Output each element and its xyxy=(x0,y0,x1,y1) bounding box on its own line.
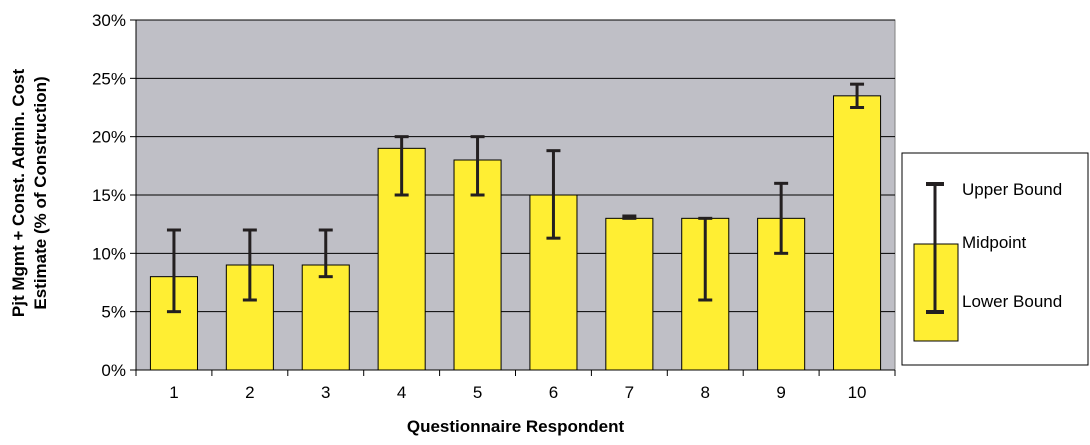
y-axis-title-line-1: Pjt Mgmt + Const. Admin. Cost xyxy=(9,69,28,318)
x-tick-label: 3 xyxy=(321,383,330,402)
legend-upper-bound-label: Upper Bound xyxy=(962,180,1062,199)
legend-midpoint-label: Midpoint xyxy=(962,233,1027,252)
y-axis-title: Pjt Mgmt + Const. Admin. Cost Estimate (… xyxy=(9,69,50,318)
x-tick-labels: 1 2 3 4 5 6 7 8 9 10 xyxy=(169,383,866,402)
axes xyxy=(130,19,896,376)
x-tick-label: 10 xyxy=(848,383,867,402)
x-tick-label: 4 xyxy=(397,383,406,402)
bar xyxy=(605,217,654,371)
y-tick-labels: 0% 5% 10% 15% 20% 25% 30% xyxy=(92,11,126,380)
x-tick-label: 9 xyxy=(776,383,785,402)
y-tick-label: 5% xyxy=(101,303,126,322)
y-tick-label: 0% xyxy=(101,361,126,380)
x-tick-label: 5 xyxy=(473,383,482,402)
x-tick-label: 8 xyxy=(701,383,710,402)
x-axis-title: Questionnaire Respondent xyxy=(407,417,625,436)
legend: Upper Bound Midpoint Lower Bound xyxy=(901,152,1089,366)
x-tick-label: 1 xyxy=(169,383,178,402)
y-tick-label: 25% xyxy=(92,69,126,88)
y-tick-label: 10% xyxy=(92,244,126,263)
y-tick-label: 15% xyxy=(92,186,126,205)
x-tick-label: 2 xyxy=(245,383,254,402)
error-bars xyxy=(166,82,865,314)
x-tick-label: 6 xyxy=(549,383,558,402)
y-tick-label: 30% xyxy=(92,11,126,30)
legend-lower-bound-label: Lower Bound xyxy=(962,292,1062,311)
bar xyxy=(301,264,350,371)
y-axis-title-line-2: Estimate (% of Construction) xyxy=(31,76,50,309)
bar xyxy=(833,95,882,371)
y-tick-label: 20% xyxy=(92,128,126,147)
x-tick-label: 7 xyxy=(625,383,634,402)
